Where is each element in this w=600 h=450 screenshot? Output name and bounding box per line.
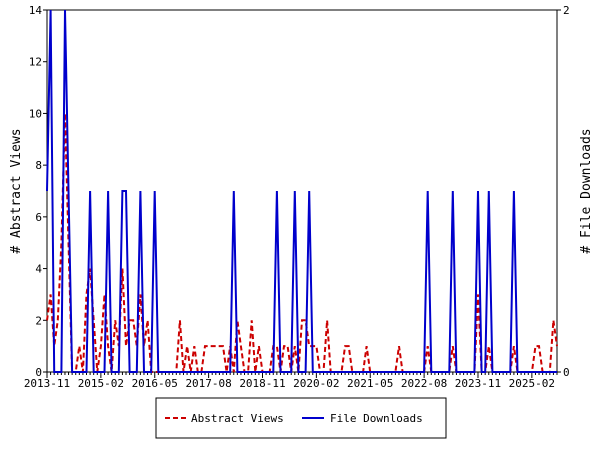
y-left-tick-label: 6 [35, 211, 42, 224]
plot-area [46, 9, 558, 373]
x-tick-label: 2016-05 [132, 377, 178, 390]
legend-label-abstract-views: Abstract Views [191, 412, 284, 425]
y-axis-left-label: # Abstract Views [9, 128, 24, 253]
y-left-tick-label: 12 [29, 56, 42, 69]
x-tick-label: 2022-08 [401, 377, 447, 390]
y-left-tick-label: 8 [35, 159, 42, 172]
y-right-tick-label: 2 [563, 4, 570, 17]
x-tick-label: 2025-02 [509, 377, 555, 390]
x-tick-label: 2018-11 [239, 377, 285, 390]
x-tick-label: 2021-05 [347, 377, 393, 390]
x-tick-label: 2015-02 [78, 377, 124, 390]
y-left-tick-label: 0 [35, 366, 42, 379]
x-tick-label: 2023-11 [455, 377, 501, 390]
x-tick-label: 2020-02 [293, 377, 339, 390]
y-left-tick-label: 10 [29, 107, 42, 120]
x-tick-label: 2017-08 [185, 377, 231, 390]
y-axis-right-label: # File Downloads [579, 128, 594, 253]
y-left-tick-label: 14 [29, 4, 43, 17]
y-left-tick-label: 4 [35, 263, 42, 276]
legend-label-file-downloads: File Downloads [330, 412, 423, 425]
legend: Abstract Views File Downloads [155, 397, 447, 439]
y-right-tick-label: 0 [563, 366, 570, 379]
y-left-tick-label: 2 [35, 314, 42, 327]
x-tick-label: 2013-11 [24, 377, 70, 390]
